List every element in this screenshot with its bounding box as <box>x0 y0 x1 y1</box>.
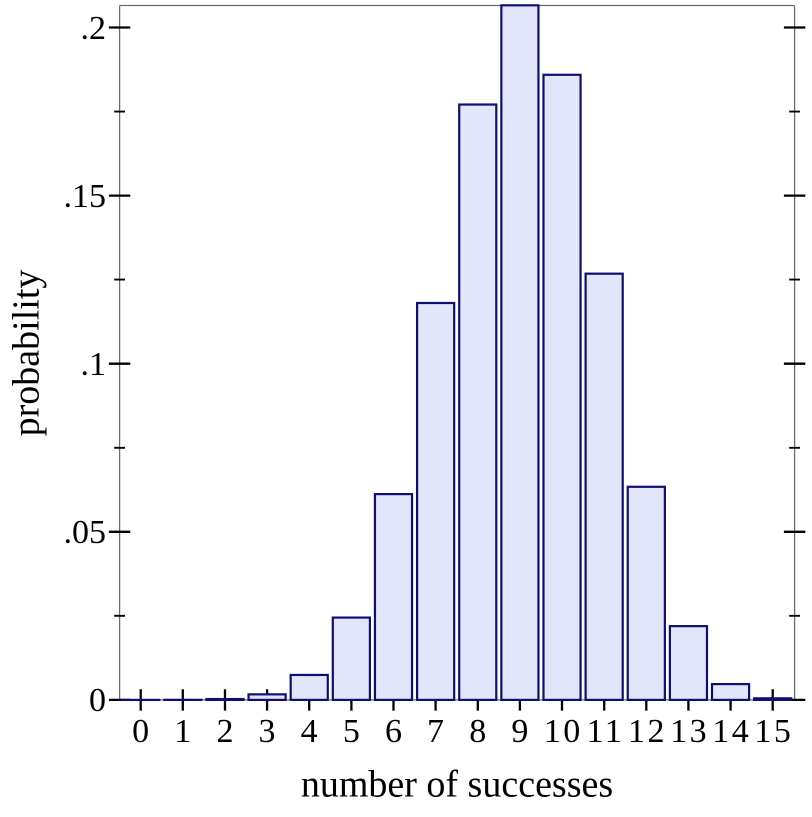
svg-text:.05: .05 <box>64 514 107 551</box>
svg-text:.2: .2 <box>81 10 107 47</box>
svg-text:14: 14 <box>712 713 751 750</box>
svg-text:10: 10 <box>544 713 583 750</box>
svg-text:1: 1 <box>174 713 194 750</box>
svg-text:13: 13 <box>670 713 709 750</box>
svg-text:12: 12 <box>628 713 667 750</box>
svg-text:9: 9 <box>511 713 531 750</box>
svg-text:.15: .15 <box>64 178 107 215</box>
svg-text:8: 8 <box>469 713 489 750</box>
svg-text:11: 11 <box>587 713 625 750</box>
svg-text:7: 7 <box>427 713 447 750</box>
svg-text:.1: .1 <box>81 346 107 383</box>
svg-text:2: 2 <box>216 713 236 750</box>
svg-text:probability: probability <box>6 270 48 437</box>
svg-text:15: 15 <box>754 713 793 750</box>
svg-text:0: 0 <box>89 682 106 719</box>
svg-text:4: 4 <box>301 713 321 750</box>
svg-text:number of successes: number of successes <box>301 764 613 806</box>
svg-text:0: 0 <box>132 713 152 750</box>
svg-text:3: 3 <box>259 713 279 750</box>
svg-text:6: 6 <box>385 713 405 750</box>
svg-text:5: 5 <box>343 713 363 750</box>
